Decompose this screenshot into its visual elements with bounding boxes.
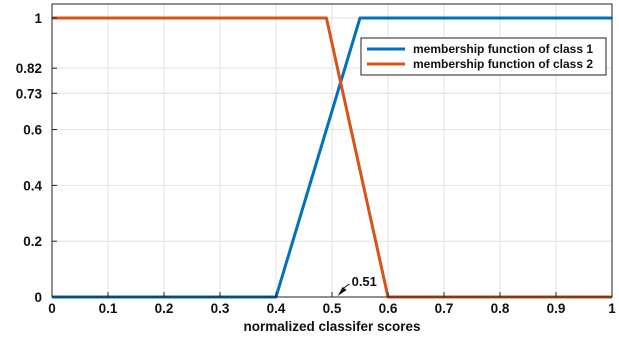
x-tick-label: 0.4 [267,301,286,316]
y-tick-label: 0.82 [16,61,42,76]
x-tick-label: 0.8 [491,301,510,316]
y-tick-label: 0.4 [23,178,42,193]
legend-label-class-1: membership function of class 1 [413,42,593,56]
annotation-label: 0.51 [352,274,377,289]
x-tick-label: 1 [608,301,616,316]
annotation-arrow-icon [337,287,347,296]
legend: membership function of class 1membership… [360,37,607,76]
legend-box [360,37,607,76]
tick-labels: 0 0.1 0.2 0.3 0.4 0.5 0.6 0.7 0.8 0.9 100.20.40.60… [16,11,617,316]
x-tick-label: 0.3 [211,301,230,316]
x-axis-label: normalized classifer scores [243,319,420,334]
x-tick-label: 0 [48,301,56,316]
y-tick-label: 0 [34,290,42,305]
legend-label-class-2: membership function of class 2 [413,57,593,71]
x-tick-label: 0.6 [379,301,398,316]
x-tick-label: 0.7 [435,301,454,316]
y-tick-label: 0.73 [16,86,43,101]
y-tick-label: 0.2 [23,234,42,249]
x-tick-label: 0.2 [155,301,174,316]
x-tick-label: 0.1 [99,301,118,316]
x-tick-label: 0.5 [323,301,342,316]
annotations: 0.51 [337,274,377,296]
annotation-leader [343,283,350,289]
x-tick-label: 0.9 [547,301,566,316]
y-tick-label: 0.6 [23,123,42,138]
y-tick-label: 1 [34,11,42,26]
